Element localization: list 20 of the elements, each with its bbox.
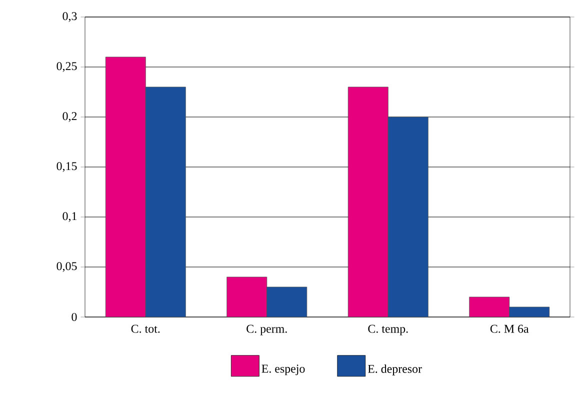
y-tick-label: 0,3 <box>62 12 77 22</box>
y-tick-label: 0,25 <box>56 62 77 72</box>
legend-label: E. espejo <box>262 364 305 376</box>
bar <box>469 296 510 317</box>
y-tick-label: 0 <box>72 312 77 322</box>
y-tick-label: 0,2 <box>62 112 77 122</box>
y-tick-label: 0,05 <box>56 262 77 272</box>
bar <box>226 276 268 317</box>
x-tick-label: C. M 6a <box>490 324 529 333</box>
bar <box>348 86 388 317</box>
x-tick-label: C. temp. <box>368 324 408 336</box>
y-tick-label: 0,1 <box>62 212 77 222</box>
bar <box>266 286 308 317</box>
bar <box>105 56 146 317</box>
bar <box>145 86 186 317</box>
x-tick-label: C. tot. <box>131 324 160 333</box>
legend-label: E. depresor <box>368 364 422 376</box>
x-tick-label: C. perm. <box>246 324 287 336</box>
y-tick-label: 0,15 <box>56 162 77 172</box>
bar <box>388 116 428 317</box>
